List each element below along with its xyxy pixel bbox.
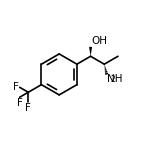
Text: 2: 2	[111, 75, 116, 84]
Text: NH: NH	[107, 74, 123, 84]
Polygon shape	[89, 47, 92, 56]
Text: OH: OH	[91, 36, 107, 47]
Text: F: F	[25, 103, 31, 113]
Text: F: F	[13, 82, 19, 92]
Text: F: F	[17, 98, 23, 108]
